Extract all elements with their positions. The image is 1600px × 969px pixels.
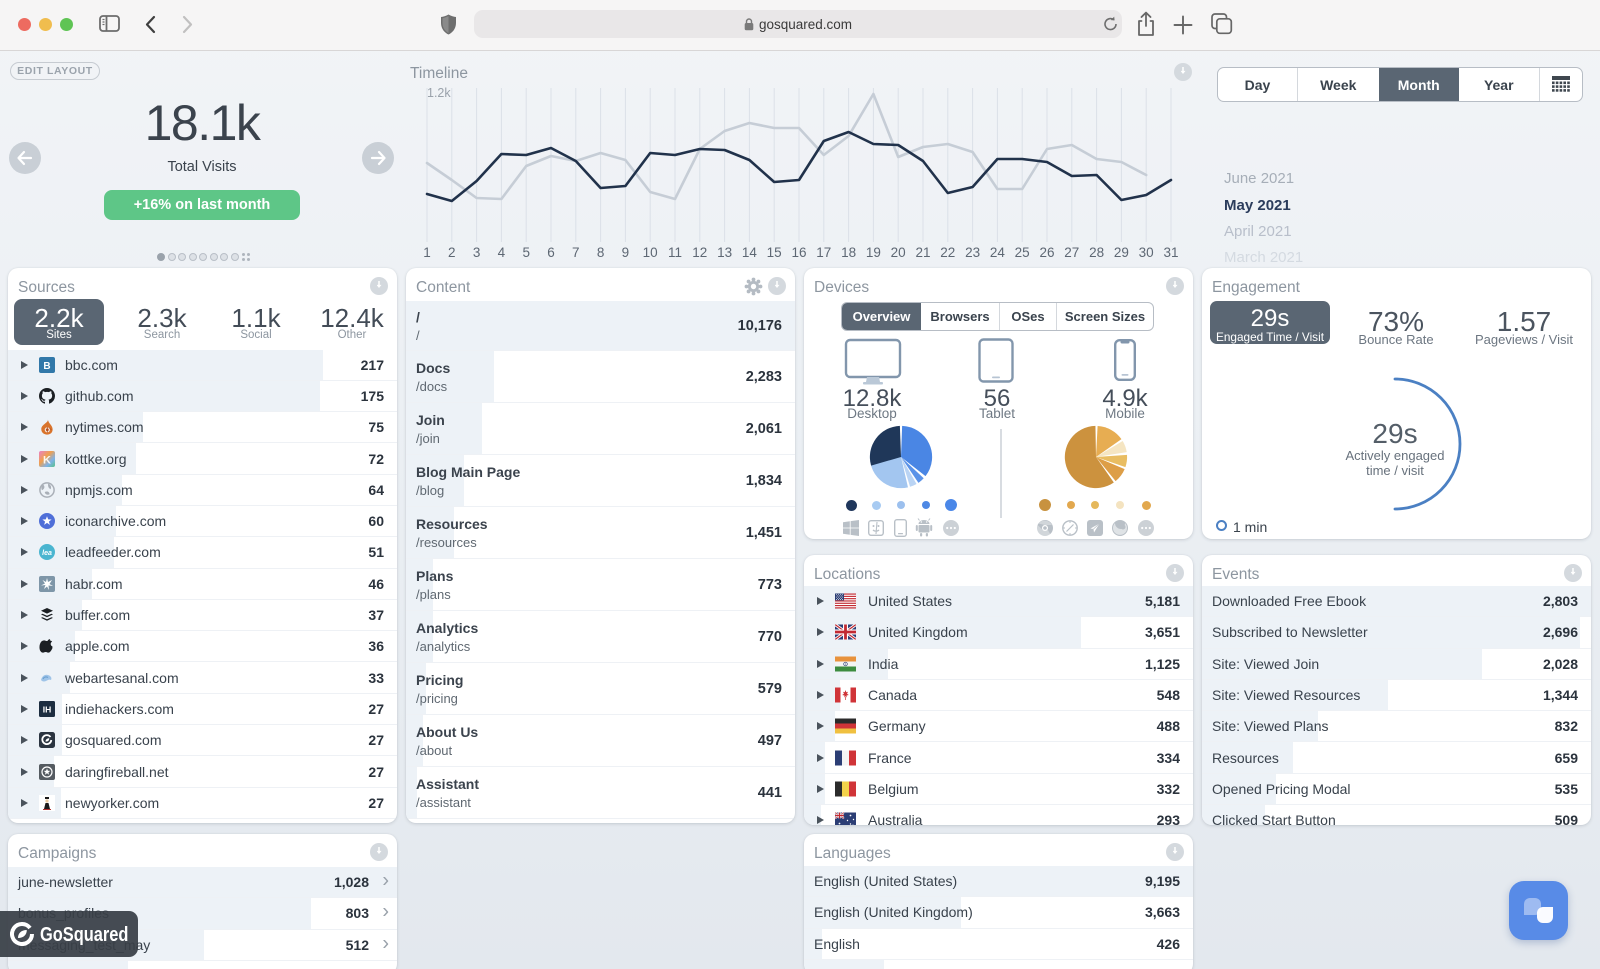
svg-text:10: 10	[643, 245, 658, 260]
svg-text:13: 13	[717, 245, 732, 260]
svg-text:22: 22	[940, 245, 955, 260]
svg-text:2: 2	[448, 245, 456, 260]
svg-text:K: K	[43, 454, 51, 466]
svg-text:8: 8	[597, 245, 605, 260]
svg-text:9: 9	[622, 245, 630, 260]
svg-text:21: 21	[915, 245, 930, 260]
svg-text:16: 16	[791, 245, 806, 260]
svg-text:20: 20	[891, 245, 906, 260]
svg-text:3: 3	[473, 245, 481, 260]
svg-text:28: 28	[1089, 245, 1104, 260]
svg-text:29: 29	[1114, 245, 1129, 260]
svg-text:6: 6	[547, 245, 555, 260]
svg-text:5: 5	[522, 245, 530, 260]
svg-text:14: 14	[742, 245, 758, 260]
svg-text:24: 24	[990, 245, 1006, 260]
svg-text:1.2k: 1.2k	[427, 86, 451, 100]
svg-text:11: 11	[668, 245, 682, 260]
svg-text:15: 15	[767, 245, 782, 260]
svg-text:18: 18	[841, 245, 856, 260]
svg-text:17: 17	[816, 245, 831, 260]
svg-text:26: 26	[1039, 245, 1054, 260]
svg-text:12: 12	[692, 245, 707, 260]
svg-text:31: 31	[1163, 245, 1178, 260]
svg-text:4: 4	[498, 245, 506, 260]
svg-text:27: 27	[1064, 245, 1079, 260]
svg-text:IH: IH	[43, 704, 52, 714]
svg-text:30: 30	[1139, 245, 1154, 260]
svg-text:25: 25	[1015, 245, 1030, 260]
svg-text:23: 23	[965, 245, 980, 260]
svg-text:1: 1	[423, 245, 431, 260]
svg-text:7: 7	[572, 245, 580, 260]
svg-text:19: 19	[866, 245, 881, 260]
svg-text:lea: lea	[42, 550, 52, 557]
svg-text:B: B	[43, 361, 50, 372]
